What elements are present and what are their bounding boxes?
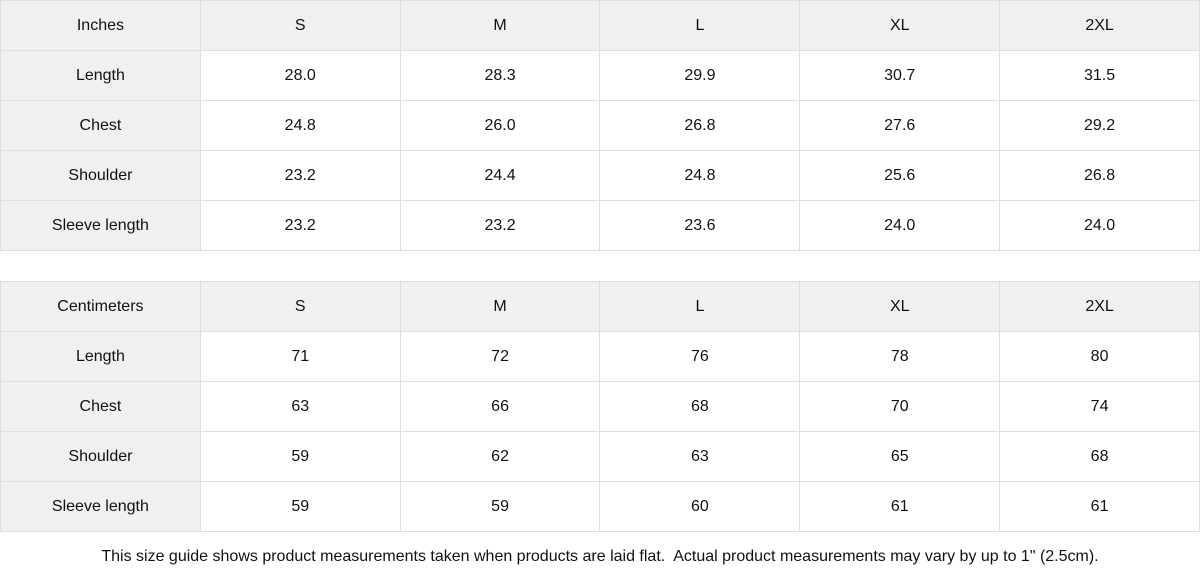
table-row: Length 28.0 28.3 29.9 30.7 31.5: [0, 50, 1200, 101]
unit-header-cell: Inches: [0, 0, 201, 51]
value-cell: 31.5: [999, 50, 1200, 101]
table-row: Shoulder 23.2 24.4 24.8 25.6 26.8: [0, 150, 1200, 201]
size-header-cell: M: [399, 0, 601, 51]
row-label-cell: Chest: [0, 381, 201, 432]
table-row: Sleeve length 59 59 60 61 61: [0, 481, 1200, 532]
value-cell: 26.8: [599, 100, 801, 151]
value-cell: 29.2: [999, 100, 1200, 151]
value-cell: 59: [199, 481, 401, 532]
row-label-cell: Length: [0, 50, 201, 101]
value-cell: 27.6: [799, 100, 1001, 151]
size-header-cell: S: [199, 0, 401, 51]
size-header-cell: L: [599, 281, 801, 332]
value-cell: 24.8: [599, 150, 801, 201]
table-header-row: Inches S M L XL 2XL: [0, 0, 1200, 51]
value-cell: 59: [399, 481, 601, 532]
value-cell: 23.2: [199, 150, 401, 201]
size-header-cell: M: [399, 281, 601, 332]
value-cell: 28.3: [399, 50, 601, 101]
value-cell: 63: [599, 431, 801, 482]
size-header-cell: 2XL: [999, 281, 1200, 332]
value-cell: 26.0: [399, 100, 601, 151]
value-cell: 61: [799, 481, 1001, 532]
value-cell: 59: [199, 431, 401, 482]
value-cell: 66: [399, 381, 601, 432]
value-cell: 76: [599, 331, 801, 382]
unit-header-cell: Centimeters: [0, 281, 201, 332]
value-cell: 68: [999, 431, 1200, 482]
table-row: Chest 63 66 68 70 74: [0, 381, 1200, 432]
row-label-cell: Sleeve length: [0, 200, 201, 251]
value-cell: 72: [399, 331, 601, 382]
value-cell: 70: [799, 381, 1001, 432]
value-cell: 71: [199, 331, 401, 382]
value-cell: 62: [399, 431, 601, 482]
size-table-inches: Inches S M L XL 2XL Length 28.0 28.3 29.…: [0, 0, 1200, 251]
value-cell: 28.0: [199, 50, 401, 101]
size-header-cell: 2XL: [999, 0, 1200, 51]
value-cell: 68: [599, 381, 801, 432]
value-cell: 23.2: [399, 200, 601, 251]
value-cell: 25.6: [799, 150, 1001, 201]
row-label-cell: Shoulder: [0, 431, 201, 482]
table-row: Sleeve length 23.2 23.2 23.6 24.0 24.0: [0, 200, 1200, 251]
value-cell: 24.8: [199, 100, 401, 151]
size-header-cell: S: [199, 281, 401, 332]
size-header-cell: XL: [799, 281, 1001, 332]
table-row: Chest 24.8 26.0 26.8 27.6 29.2: [0, 100, 1200, 151]
value-cell: 61: [999, 481, 1200, 532]
value-cell: 74: [999, 381, 1200, 432]
value-cell: 26.8: [999, 150, 1200, 201]
size-guide-note: This size guide shows product measuremen…: [0, 532, 1200, 582]
value-cell: 23.6: [599, 200, 801, 251]
table-row: Length 71 72 76 78 80: [0, 331, 1200, 382]
value-cell: 24.0: [799, 200, 1001, 251]
row-label-cell: Sleeve length: [0, 481, 201, 532]
size-header-cell: L: [599, 0, 801, 51]
value-cell: 65: [799, 431, 1001, 482]
value-cell: 78: [799, 331, 1001, 382]
value-cell: 29.9: [599, 50, 801, 101]
value-cell: 63: [199, 381, 401, 432]
row-label-cell: Chest: [0, 100, 201, 151]
table-header-row: Centimeters S M L XL 2XL: [0, 281, 1200, 332]
value-cell: 30.7: [799, 50, 1001, 101]
row-label-cell: Shoulder: [0, 150, 201, 201]
value-cell: 80: [999, 331, 1200, 382]
value-cell: 60: [599, 481, 801, 532]
size-table-centimeters: Centimeters S M L XL 2XL Length 71 72 76…: [0, 281, 1200, 532]
value-cell: 23.2: [199, 200, 401, 251]
size-header-cell: XL: [799, 0, 1001, 51]
table-gap: [0, 251, 1200, 281]
row-label-cell: Length: [0, 331, 201, 382]
value-cell: 24.4: [399, 150, 601, 201]
value-cell: 24.0: [999, 200, 1200, 251]
table-row: Shoulder 59 62 63 65 68: [0, 431, 1200, 482]
